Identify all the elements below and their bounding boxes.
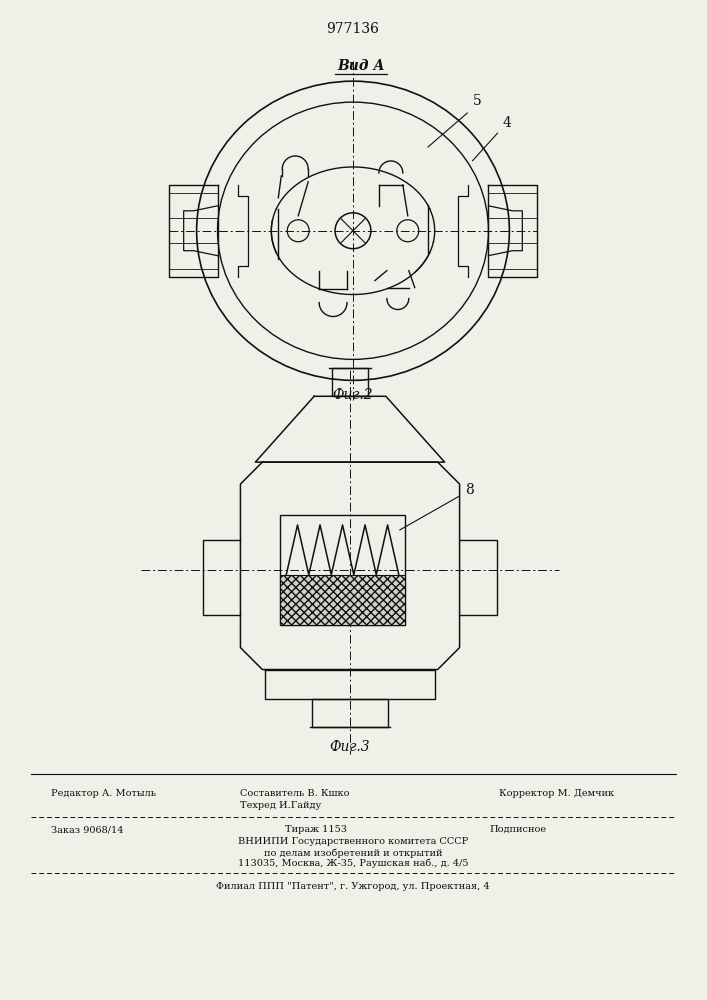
Text: 4: 4 bbox=[503, 116, 512, 130]
Text: Филиал ППП "Патент", г. Ужгород, ул. Проектная, 4: Филиал ППП "Патент", г. Ужгород, ул. Про… bbox=[216, 882, 490, 891]
Text: 5: 5 bbox=[473, 94, 482, 108]
Bar bbox=[312, 699, 388, 727]
Text: Составитель В. Кшко: Составитель В. Кшко bbox=[240, 789, 350, 798]
Text: Фиг.2: Фиг.2 bbox=[333, 388, 373, 402]
Text: 113035, Москва, Ж-35, Раушская наб., д. 4/5: 113035, Москва, Ж-35, Раушская наб., д. … bbox=[238, 859, 468, 868]
Bar bbox=[332, 368, 368, 396]
Text: ВНИИПИ Государственного комитета СССР: ВНИИПИ Государственного комитета СССР bbox=[238, 837, 468, 846]
Text: Вид А: Вид А bbox=[337, 59, 385, 73]
Text: Корректор М. Демчик: Корректор М. Демчик bbox=[499, 789, 614, 798]
Text: Тираж 1153: Тираж 1153 bbox=[285, 825, 347, 834]
Text: 8: 8 bbox=[465, 483, 474, 497]
Bar bbox=[280, 575, 405, 625]
Text: Техред И.Гайду: Техред И.Гайду bbox=[240, 801, 322, 810]
Text: Подписное: Подписное bbox=[489, 825, 547, 834]
Text: Заказ 9068/14: Заказ 9068/14 bbox=[51, 825, 124, 834]
Text: 977136: 977136 bbox=[327, 22, 380, 36]
Text: Фиг.3: Фиг.3 bbox=[329, 740, 370, 754]
Text: Редактор А. Мотыль: Редактор А. Мотыль bbox=[51, 789, 156, 798]
Bar bbox=[280, 515, 405, 625]
Text: по делам изобретений и открытий: по делам изобретений и открытий bbox=[264, 848, 443, 858]
